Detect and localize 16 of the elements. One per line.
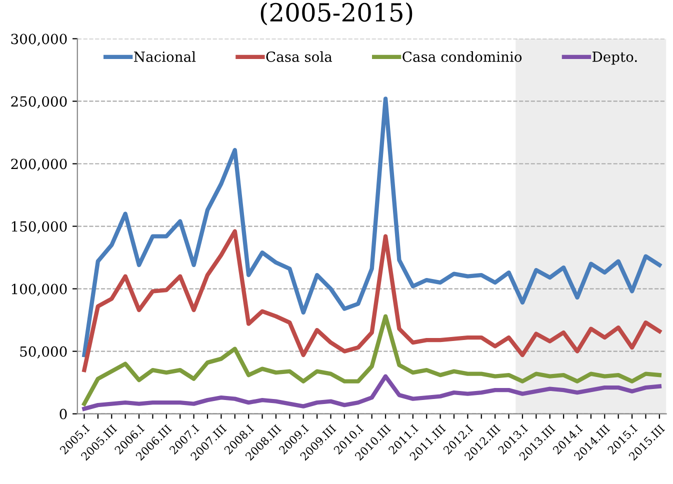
y-tick-label: 200,000 [11,158,67,171]
y-tick-label: 0 [60,408,67,420]
chart-title: (2005-2015) [260,2,412,26]
line-series [82,374,662,411]
y-tick-label: 250,000 [11,96,67,108]
legend-label: Nacional [134,51,196,62]
line-series [82,229,662,372]
legend-label: Casa condominio [402,51,522,62]
legend-label: Depto. [592,52,637,65]
y-tick-label: 100,000 [12,284,67,296]
y-tick-label: 150,000 [12,221,67,234]
legend-label: Casa sola [266,51,332,62]
y-tick-label: 50,000 [20,346,67,358]
y-tick-label: 300,000 [11,34,67,46]
line-series [82,96,662,358]
line-series [82,314,662,406]
